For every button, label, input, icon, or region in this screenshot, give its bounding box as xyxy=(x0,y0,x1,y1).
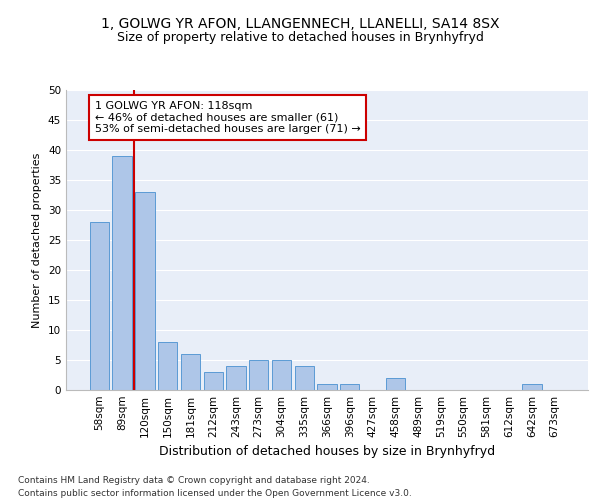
Bar xyxy=(135,192,155,390)
Text: 1 GOLWG YR AFON: 118sqm
← 46% of detached houses are smaller (61)
53% of semi-de: 1 GOLWG YR AFON: 118sqm ← 46% of detache… xyxy=(95,101,361,134)
Bar xyxy=(158,342,178,390)
Bar xyxy=(112,156,132,390)
Bar xyxy=(226,366,245,390)
Bar xyxy=(90,222,109,390)
Bar xyxy=(249,360,268,390)
Text: Size of property relative to detached houses in Brynhyfryd: Size of property relative to detached ho… xyxy=(116,31,484,44)
Bar xyxy=(317,384,337,390)
Bar xyxy=(203,372,223,390)
Bar xyxy=(386,378,405,390)
Y-axis label: Number of detached properties: Number of detached properties xyxy=(32,152,43,328)
Bar xyxy=(340,384,359,390)
X-axis label: Distribution of detached houses by size in Brynhyfryd: Distribution of detached houses by size … xyxy=(159,446,495,458)
Bar xyxy=(295,366,314,390)
Bar xyxy=(272,360,291,390)
Text: 1, GOLWG YR AFON, LLANGENNECH, LLANELLI, SA14 8SX: 1, GOLWG YR AFON, LLANGENNECH, LLANELLI,… xyxy=(101,18,499,32)
Text: Contains HM Land Registry data © Crown copyright and database right 2024.
Contai: Contains HM Land Registry data © Crown c… xyxy=(18,476,412,498)
Bar xyxy=(181,354,200,390)
Bar xyxy=(522,384,542,390)
